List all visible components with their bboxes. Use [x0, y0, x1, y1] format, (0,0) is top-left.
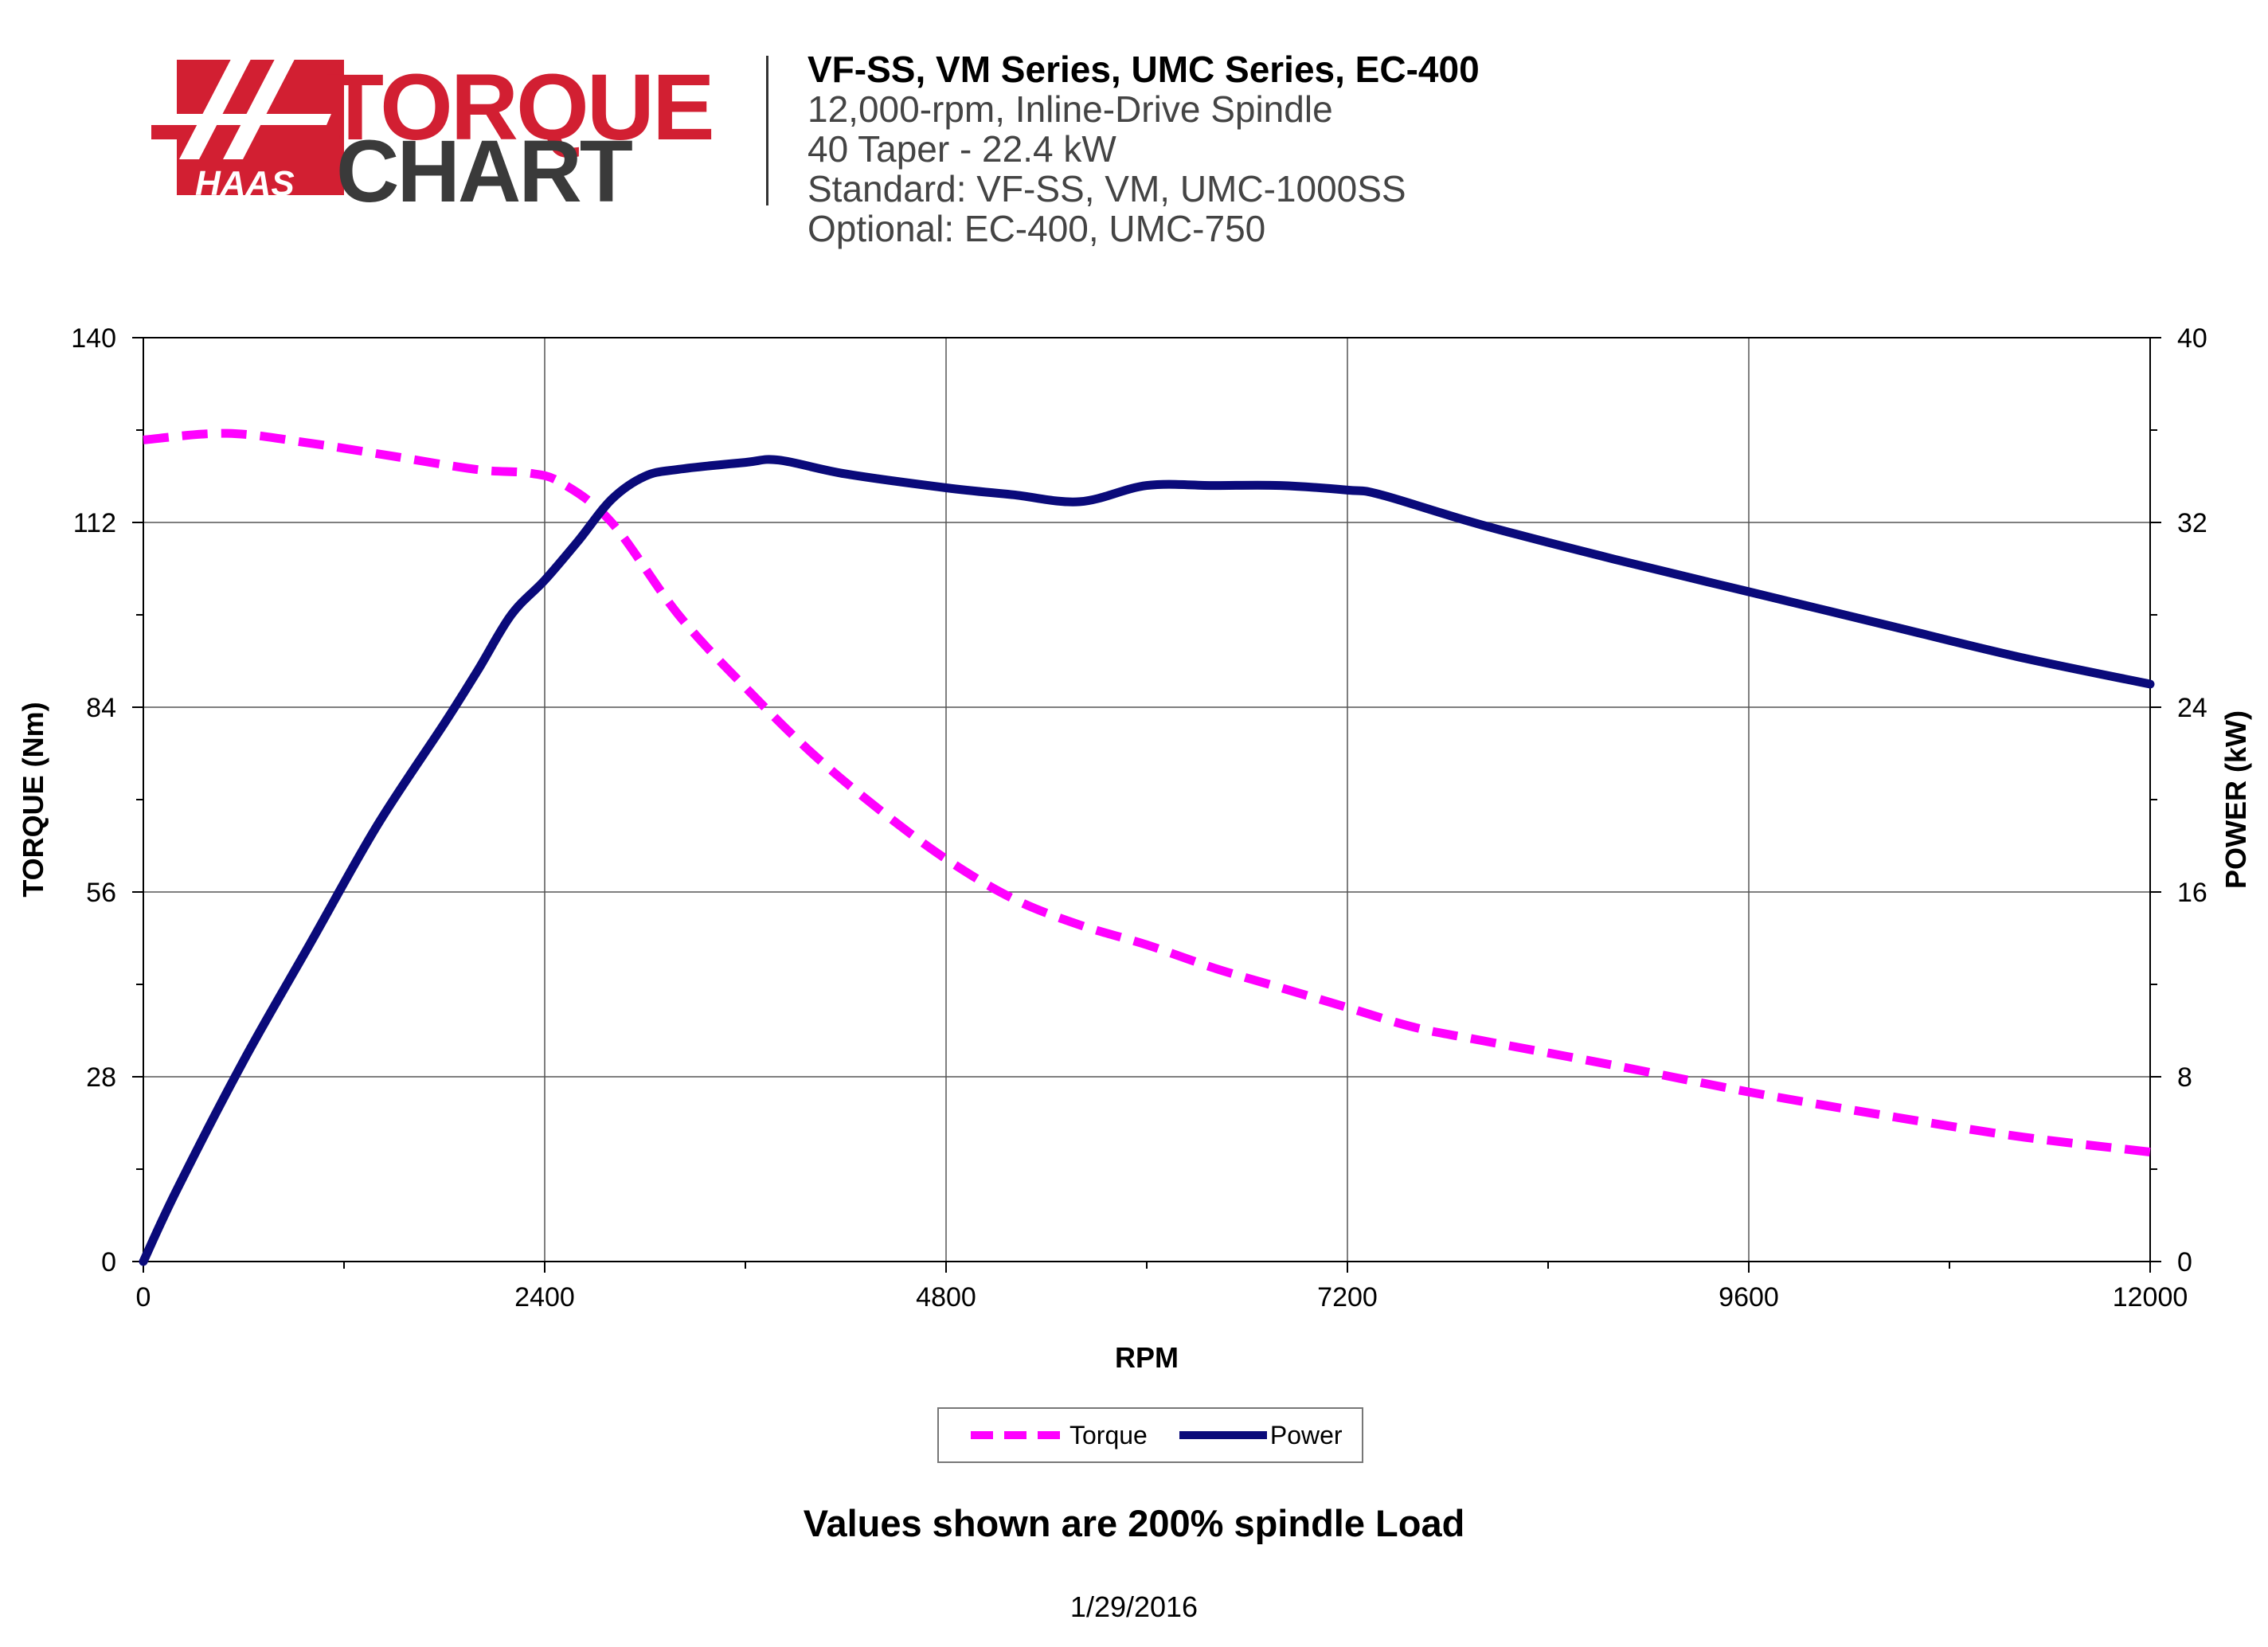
- x-tick-label: 4800: [916, 1282, 976, 1313]
- y-tick-label: 140: [71, 323, 116, 354]
- chart-header: VF-SS, VM Series, UMC Series, EC-400 12,…: [807, 49, 1480, 248]
- torque-series-line: [143, 428, 2151, 1156]
- x-tick-label: 0: [136, 1282, 151, 1313]
- header-line-taper: 40 Taper - 22.4 kW: [807, 128, 1116, 170]
- grid-lines: [143, 338, 2150, 1262]
- legend-item-power: Power: [1179, 1421, 1343, 1450]
- y-tick-label: 84: [86, 693, 116, 723]
- y2-tick-label: 32: [2177, 508, 2207, 538]
- legend-swatch-power: [1179, 1431, 1267, 1439]
- chart-title: VF-SS, VM Series, UMC Series, EC-400: [807, 49, 1480, 90]
- y-tick-label: 56: [86, 878, 116, 908]
- haas-logo-mark: HAAS: [151, 44, 344, 203]
- legend-swatch-torque: [971, 1431, 1066, 1439]
- y-tick-label: 112: [73, 508, 116, 538]
- haas-brand-text: HAAS: [195, 164, 295, 203]
- y-axis-title-torque: TORQUE (Nm): [17, 702, 49, 897]
- y2-axis-title-power: POWER (kW): [2219, 710, 2252, 889]
- header-line-standard: Standard: VF-SS, VM, UMC-1000SS: [807, 168, 1406, 209]
- legend-label-power: Power: [1269, 1420, 1343, 1449]
- y-tick-label: 28: [86, 1062, 116, 1093]
- x-tick-label: 2400: [514, 1282, 575, 1313]
- footer-note: Values shown are 200% spindle Load: [803, 1502, 1465, 1544]
- legend-label-torque: Torque: [1069, 1420, 1148, 1449]
- logo-word-torque: TORQUE: [327, 55, 713, 160]
- footer-date: 1/29/2016: [1069, 1590, 1199, 1623]
- header-line-optional: Optional: EC-400, UMC-750: [807, 208, 1266, 249]
- axis-ticks: [132, 337, 2161, 1273]
- y2-tick-label: 24: [2177, 693, 2207, 723]
- x-tick-label: 12000: [2113, 1282, 2188, 1313]
- y2-tick-label: 0: [2177, 1247, 2192, 1277]
- header-line-spindle: 12,000-rpm, Inline-Drive Spindle: [807, 88, 1333, 130]
- logo-word-chart: CHART: [336, 123, 633, 215]
- legend-item-torque: Torque: [971, 1421, 1148, 1450]
- y2-tick-label: 16: [2177, 878, 2207, 908]
- haas-torque-chart-logo: HAAS TORQUE CHART: [151, 44, 715, 215]
- y2-tick-label: 40: [2177, 323, 2207, 354]
- power-series-line: [139, 455, 2155, 1266]
- plot-frame: [143, 337, 2151, 1262]
- x-tick-label: 9600: [1719, 1282, 1779, 1313]
- y2-tick-label: 8: [2177, 1062, 2192, 1093]
- header-divider: [766, 56, 768, 205]
- x-axis-title: RPM: [1115, 1341, 1179, 1374]
- y-tick-label: 0: [101, 1247, 116, 1277]
- chart-legend: Torque Power: [937, 1407, 1363, 1463]
- x-tick-label: 7200: [1317, 1282, 1378, 1313]
